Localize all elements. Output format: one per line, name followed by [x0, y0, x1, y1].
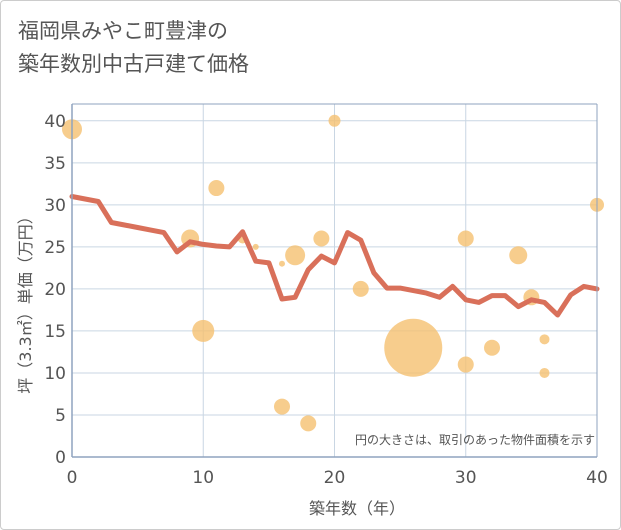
- bubble-point-11: [328, 114, 341, 127]
- chart-title: 福岡県みやこ町豊津の 築年数別中古戸建て価格: [18, 15, 249, 81]
- y-tick-label-0: 0: [55, 448, 66, 468]
- x-axis-label: 築年数（年）: [309, 499, 405, 518]
- y-axis-label: 坪（3.3㎡）単価（万円）: [16, 208, 35, 393]
- x-tick-label-0: 0: [67, 468, 78, 488]
- bubble-point-9: [300, 415, 317, 432]
- bubble-series: [62, 114, 604, 432]
- y-tick-label-3: 15: [44, 322, 66, 342]
- bubble-point-16: [484, 339, 500, 356]
- tick-labels: 0 5 10 15 20 25 30 35 40 0 10 20 30 40: [44, 112, 607, 488]
- x-tick-label-3: 30: [455, 468, 477, 488]
- y-tick-label-8: 40: [44, 112, 66, 132]
- bubble-point-2: [192, 319, 215, 342]
- trend-series: [69, 194, 600, 318]
- x-tick-label-1: 10: [192, 468, 214, 488]
- bubble-point-19: [539, 334, 550, 345]
- y-tick-label-2: 10: [44, 364, 66, 384]
- x-tick-label-4: 40: [586, 468, 608, 488]
- bubble-point-3: [208, 180, 225, 197]
- y-tick-label-1: 5: [55, 406, 66, 426]
- y-tick-label-4: 20: [44, 280, 66, 300]
- x-tick-label-2: 20: [324, 468, 346, 488]
- bubble-point-6: [274, 398, 290, 415]
- size-legend-note: 円の大きさは、取引のあった物件面積を示す: [355, 432, 595, 447]
- trend-line: [69, 194, 600, 318]
- y-tick-label-7: 35: [44, 154, 66, 174]
- chart-title-line-1: 福岡県みやこ町豊津の: [18, 19, 228, 43]
- grid: [72, 104, 598, 457]
- y-tick-label-5: 25: [44, 238, 66, 258]
- bubble-point-5: [252, 243, 259, 250]
- bubble-point-14: [457, 230, 474, 247]
- bubble-point-10: [313, 230, 330, 247]
- bubble-point-8: [285, 245, 306, 266]
- axes: [71, 103, 598, 458]
- bubble-point-7: [279, 260, 285, 267]
- y-tick-label-6: 30: [44, 196, 66, 216]
- bubble-point-15: [457, 356, 474, 373]
- bubble-point-20: [539, 367, 550, 378]
- bubble-point-13: [384, 318, 443, 377]
- chart-title-line-2: 築年数別中古戸建て価格: [18, 52, 249, 76]
- bubble-point-17: [509, 246, 528, 265]
- bubble-point-12: [352, 280, 369, 297]
